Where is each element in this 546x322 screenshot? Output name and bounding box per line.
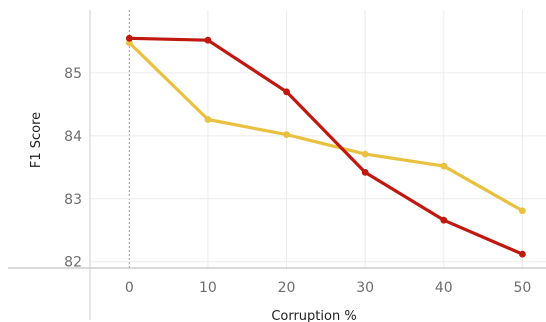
x-tick-label: 30: [356, 280, 374, 296]
series-1-point: [361, 168, 369, 176]
series-1-point: [125, 34, 133, 42]
series-line-2: [127, 41, 525, 213]
y-tick-label: 84: [64, 129, 82, 145]
x-tick-labels: 0 10 20 30 40 50: [125, 280, 531, 296]
series-1-point: [204, 36, 212, 44]
series-1-point: [283, 88, 290, 96]
y-tick-label: 83: [64, 192, 82, 208]
series-2-point: [283, 131, 290, 138]
series-2-point: [519, 207, 526, 215]
series-1-point: [519, 250, 526, 258]
x-tick-label: 0: [125, 280, 134, 296]
x-tick-label: 40: [435, 280, 453, 296]
series-2-point: [361, 150, 369, 158]
y-axis-label: F1 Score: [29, 112, 44, 168]
y-tick-label: 85: [64, 66, 82, 82]
series-2-point: [204, 116, 212, 123]
x-tick-label: 10: [199, 280, 217, 296]
x-tick-label: 50: [513, 280, 531, 296]
x-axis-label: Corruption %: [271, 309, 356, 322]
x-tick-label: 20: [278, 280, 296, 296]
y-tick-label: 82: [64, 255, 82, 271]
series-1-point: [440, 216, 448, 224]
series-line-1: [127, 36, 525, 256]
y-tick-labels: 82 83 84 85: [64, 66, 82, 271]
axes-frame: [8, 10, 546, 320]
series-2-point: [440, 162, 448, 170]
series-layer: [125, 34, 526, 258]
gridlines: [90, 10, 546, 268]
